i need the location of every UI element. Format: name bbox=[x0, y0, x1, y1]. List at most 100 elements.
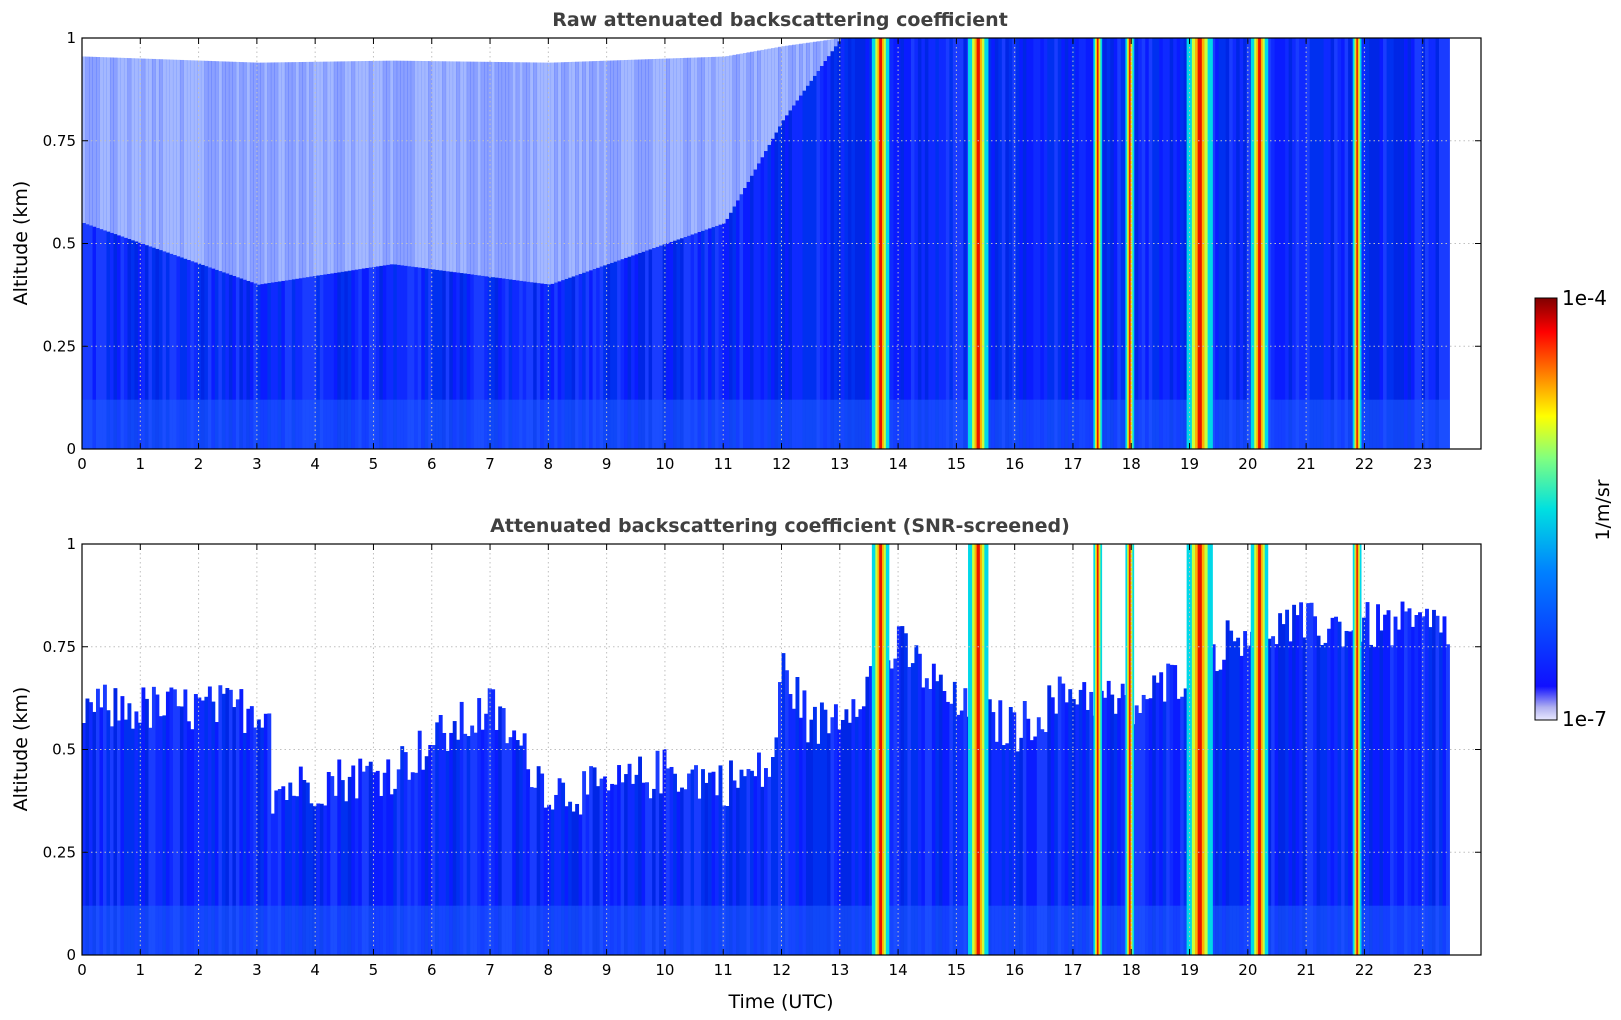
profile-column bbox=[288, 279, 293, 449]
profile-column bbox=[1383, 38, 1387, 449]
profile-column bbox=[753, 776, 758, 955]
boundary-layer bbox=[1302, 905, 1307, 955]
profile-column bbox=[158, 250, 163, 449]
profile-column bbox=[1243, 38, 1248, 449]
noise-column bbox=[645, 59, 649, 251]
x-tick-label: 6 bbox=[427, 455, 437, 473]
profile-column bbox=[736, 200, 740, 449]
boundary-layer bbox=[494, 905, 499, 955]
profile-column bbox=[739, 194, 744, 449]
profile-column bbox=[889, 38, 894, 449]
boundary-layer bbox=[281, 905, 286, 955]
noise-column bbox=[795, 44, 800, 101]
noise-column bbox=[179, 59, 184, 258]
noise-column bbox=[631, 59, 636, 256]
profile-column bbox=[812, 706, 817, 955]
boundary-layer bbox=[819, 399, 824, 449]
profile-column bbox=[1222, 659, 1227, 955]
boundary-layer bbox=[298, 905, 303, 955]
profile-column bbox=[687, 235, 691, 449]
boundary-layer bbox=[330, 905, 335, 955]
boundary-layer bbox=[309, 399, 314, 449]
profile-column bbox=[491, 689, 496, 955]
colorbar-label: 1/m/sr bbox=[1592, 479, 1614, 540]
boundary-layer bbox=[249, 399, 254, 449]
profile-column bbox=[921, 38, 926, 449]
boundary-layer bbox=[963, 905, 968, 955]
boundary-layer bbox=[994, 905, 999, 955]
noise-column bbox=[134, 58, 139, 242]
boundary-layer bbox=[232, 905, 237, 955]
noise-column bbox=[753, 51, 758, 170]
profile-column bbox=[938, 38, 943, 449]
boundary-layer bbox=[473, 905, 478, 955]
profile-column bbox=[1397, 629, 1401, 955]
boundary-layer bbox=[1334, 905, 1339, 955]
profile-column bbox=[847, 722, 852, 955]
profile-column bbox=[1365, 38, 1370, 449]
profile-column bbox=[484, 713, 489, 955]
boundary-layer bbox=[382, 905, 387, 955]
boundary-layer bbox=[1078, 905, 1083, 955]
profile-column bbox=[1414, 38, 1419, 449]
profile-column bbox=[477, 275, 482, 449]
profile-column bbox=[718, 224, 723, 449]
boundary-layer bbox=[358, 399, 363, 449]
profile-column bbox=[795, 100, 800, 450]
profile-column bbox=[1411, 38, 1415, 449]
profile-column bbox=[1117, 38, 1122, 449]
profile-column bbox=[582, 771, 587, 955]
boundary-layer bbox=[1054, 399, 1059, 449]
x-tick-label: 17 bbox=[1063, 455, 1082, 473]
profile-column bbox=[347, 776, 352, 955]
profile-column bbox=[452, 721, 457, 955]
boundary-layer bbox=[1103, 905, 1108, 955]
profile-column bbox=[456, 739, 461, 955]
profile-column bbox=[1313, 616, 1318, 955]
noise-column bbox=[781, 46, 786, 121]
profile-column bbox=[676, 239, 681, 449]
backscatter-band bbox=[1093, 544, 1103, 955]
noise-column bbox=[596, 60, 601, 268]
boundary-layer bbox=[708, 399, 712, 449]
boundary-layer bbox=[1313, 905, 1318, 955]
profile-column bbox=[764, 151, 768, 449]
boundary-layer bbox=[1344, 399, 1349, 449]
boundary-layer bbox=[1159, 905, 1164, 955]
profile-column bbox=[543, 807, 548, 955]
boundary-layer bbox=[917, 905, 922, 955]
noise-column bbox=[778, 46, 782, 127]
profile-column bbox=[652, 788, 656, 955]
boundary-layer bbox=[1225, 399, 1230, 449]
profile-column bbox=[249, 706, 254, 955]
boundary-layer bbox=[277, 399, 282, 449]
boundary-layer bbox=[1390, 905, 1394, 955]
boundary-layer bbox=[351, 905, 356, 955]
boundary-layer bbox=[718, 399, 723, 449]
boundary-layer bbox=[645, 905, 649, 955]
profile-column bbox=[1106, 680, 1111, 955]
profile-column bbox=[1110, 694, 1115, 955]
profile-column bbox=[501, 708, 506, 955]
noise-column bbox=[82, 56, 86, 223]
noise-column bbox=[253, 62, 258, 284]
profile-column bbox=[424, 756, 429, 955]
boundary-layer bbox=[438, 399, 443, 449]
profile-column bbox=[484, 276, 489, 449]
noise-column bbox=[211, 61, 216, 269]
boundary-layer bbox=[1316, 399, 1321, 449]
boundary-layer bbox=[1015, 905, 1020, 955]
boundary-layer bbox=[942, 399, 947, 449]
profile-column bbox=[260, 727, 265, 955]
boundary-layer bbox=[1390, 399, 1394, 449]
boundary-layer bbox=[991, 399, 996, 449]
boundary-layer bbox=[582, 399, 587, 449]
x-tick-label: 23 bbox=[1413, 455, 1432, 473]
profile-column bbox=[1029, 740, 1034, 955]
boundary-layer bbox=[683, 905, 688, 955]
boundary-layer bbox=[368, 399, 373, 449]
profile-column bbox=[1047, 685, 1052, 955]
noise-column bbox=[302, 61, 307, 278]
boundary-layer bbox=[1386, 399, 1391, 449]
profile-column bbox=[396, 264, 401, 449]
